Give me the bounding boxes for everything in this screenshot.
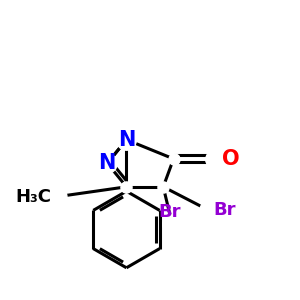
Text: O: O	[222, 149, 240, 169]
Text: Br: Br	[158, 203, 180, 221]
Text: N: N	[118, 130, 135, 150]
Text: N: N	[99, 153, 116, 173]
Text: H₃C: H₃C	[15, 188, 51, 206]
Text: Br: Br	[213, 201, 236, 219]
